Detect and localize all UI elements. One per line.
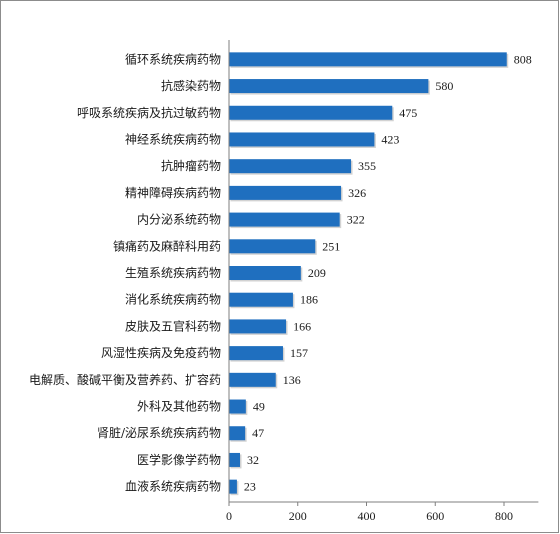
data-label: 47 bbox=[252, 426, 264, 440]
bar bbox=[229, 346, 283, 361]
bar bbox=[229, 399, 246, 414]
bar bbox=[229, 105, 393, 120]
data-label: 157 bbox=[290, 346, 308, 360]
category-label: 肾脏/泌尿系统疾病药物 bbox=[97, 425, 221, 440]
category-label: 外科及其他药物 bbox=[137, 400, 221, 414]
category-label: 医学影像学药物 bbox=[137, 452, 221, 467]
category-label: 抗肿瘤药物 bbox=[161, 158, 221, 173]
data-label: 209 bbox=[308, 266, 326, 280]
bar bbox=[229, 79, 429, 94]
data-label: 23 bbox=[244, 480, 256, 494]
axis-layer: 0 200 400 600 800 bbox=[226, 40, 539, 523]
data-label: 49 bbox=[253, 400, 265, 414]
bar bbox=[229, 426, 246, 441]
data-label: 166 bbox=[293, 319, 311, 333]
x-tick-label: 800 bbox=[495, 509, 513, 523]
data-label: 326 bbox=[348, 186, 366, 200]
data-label: 355 bbox=[358, 159, 376, 173]
data-label: 32 bbox=[247, 453, 259, 467]
data-label: 251 bbox=[322, 239, 340, 253]
x-tick-label: 400 bbox=[358, 509, 376, 523]
x-tick-label: 0 bbox=[226, 509, 232, 523]
data-label: 808 bbox=[514, 52, 532, 66]
x-tick-label: 200 bbox=[289, 509, 307, 523]
category-label: 抗感染药物 bbox=[161, 78, 221, 93]
bar bbox=[229, 159, 352, 174]
bar bbox=[229, 185, 342, 200]
data-label: 423 bbox=[381, 132, 399, 146]
category-label: 血液系统疾病药物 bbox=[125, 479, 221, 494]
x-tick-label: 600 bbox=[426, 509, 444, 523]
bar bbox=[229, 212, 340, 227]
bar bbox=[229, 266, 301, 280]
data-label: 475 bbox=[399, 106, 417, 120]
category-label: 循环系统疾病药物 bbox=[125, 51, 221, 66]
category-label: 生殖系统疾病药物 bbox=[125, 265, 221, 280]
bar bbox=[229, 479, 237, 494]
data-label: 186 bbox=[300, 293, 318, 307]
category-label: 风湿性疾病及免疫药物 bbox=[101, 345, 221, 360]
bar bbox=[229, 239, 316, 254]
data-label: 580 bbox=[435, 79, 453, 93]
bar bbox=[229, 132, 375, 147]
data-label: 136 bbox=[283, 373, 301, 387]
category-label: 镇痛药及麻醉科用药 bbox=[113, 238, 221, 253]
category-label: 呼吸系统疾病及抗过敏药物 bbox=[77, 105, 221, 120]
bars-layer bbox=[229, 52, 509, 496]
labels-layer: 循环系统疾病药物 808 抗感染药物 580 呼吸系统疾病及抗过敏药物 475 神经系统疾病… bbox=[29, 51, 532, 493]
category-label: 消化系统疾病药物 bbox=[125, 292, 221, 307]
category-label: 神经系统疾病药物 bbox=[125, 131, 221, 146]
bar bbox=[229, 292, 293, 307]
bar bbox=[229, 52, 507, 67]
bar bbox=[229, 372, 276, 387]
category-label: 皮肤及五官科药物 bbox=[125, 318, 221, 333]
category-label: 精神障碍疾病药物 bbox=[125, 185, 221, 200]
data-label: 322 bbox=[347, 213, 365, 227]
bar bbox=[229, 319, 287, 334]
category-label: 内分泌系统药物 bbox=[137, 213, 221, 227]
bar bbox=[229, 452, 240, 467]
category-label: 电解质、酸碱平衡及营养药、扩容药 bbox=[29, 372, 221, 387]
